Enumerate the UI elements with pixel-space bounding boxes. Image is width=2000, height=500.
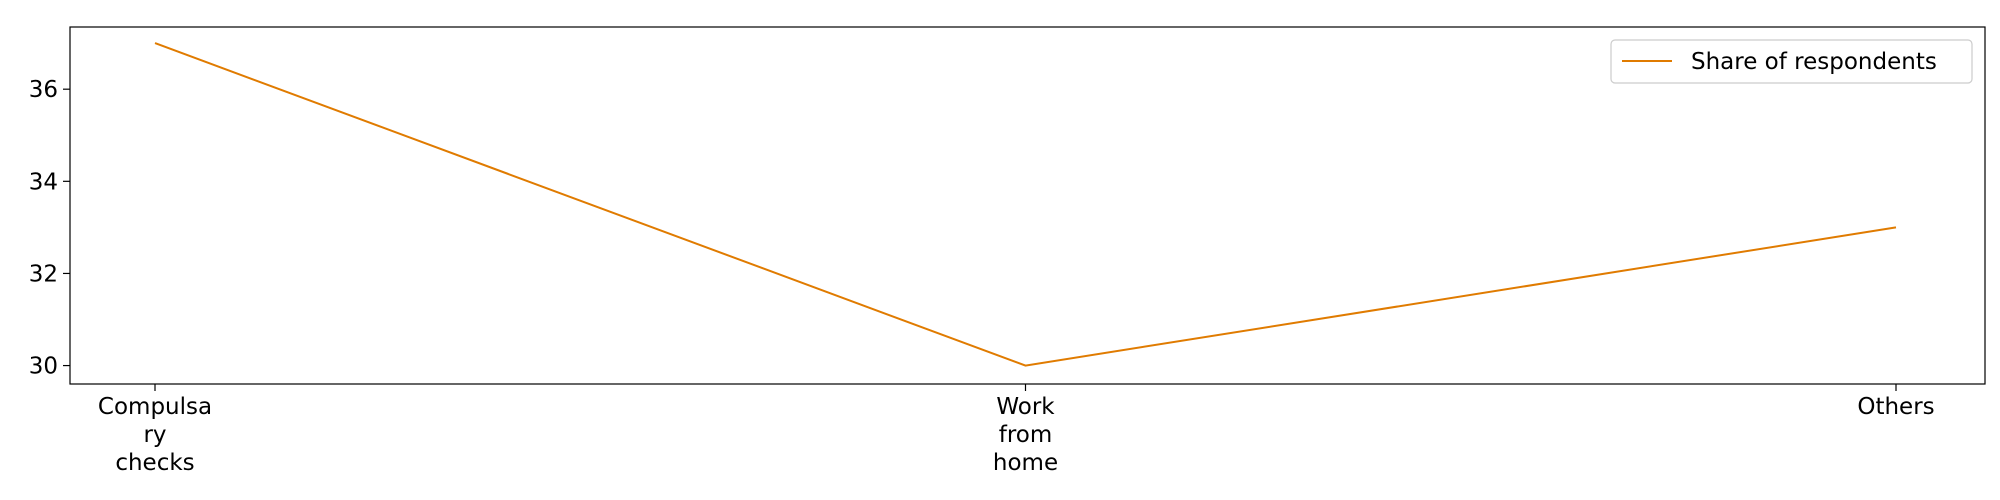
y-axis: 30 32 34 36 — [29, 77, 70, 380]
x-tick-label: Work from home — [993, 394, 1058, 476]
x-axis: Compulsa ry checks Work from home Others — [98, 384, 1935, 476]
y-tick-label: 30 — [29, 354, 58, 380]
legend: Share of respondents — [1610, 39, 1973, 84]
x-tick-label: Others — [1857, 394, 1934, 420]
legend-box — [1610, 39, 1973, 84]
y-tick-label: 32 — [29, 261, 58, 287]
series-layer — [154, 42, 1897, 367]
series-line — [154, 42, 1897, 367]
y-tick-label: 34 — [29, 169, 58, 195]
plot-area — [70, 27, 1985, 384]
plot-frame — [69, 26, 1986, 385]
legend-label: Share of respondents — [1691, 49, 1937, 75]
y-tick-label: 36 — [29, 77, 58, 103]
x-tick-label: Compulsa ry checks — [98, 394, 212, 476]
